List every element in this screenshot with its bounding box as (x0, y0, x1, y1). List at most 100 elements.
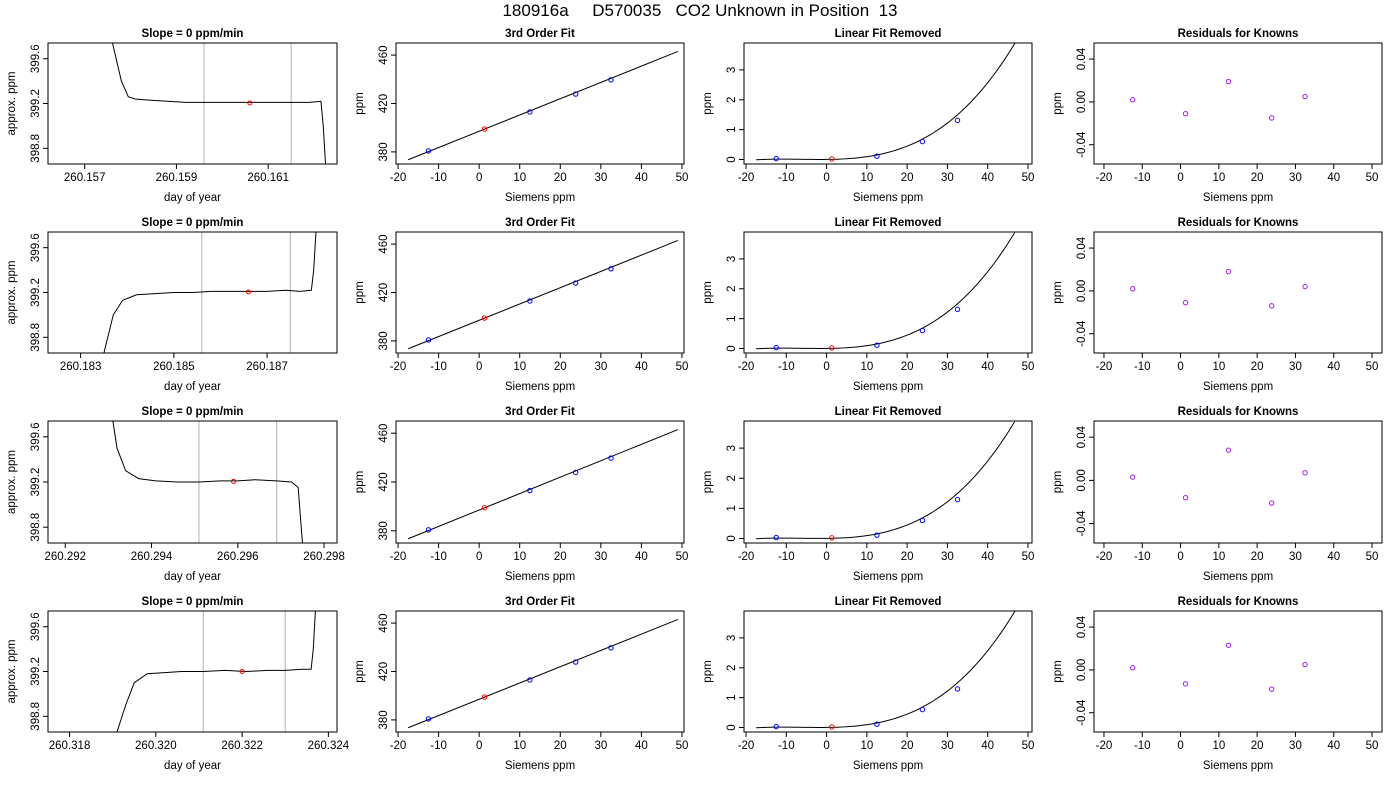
fit-curve (407, 429, 679, 540)
x-tick-label: 260.157 (64, 172, 106, 184)
x-tick-label: 50 (1022, 740, 1035, 752)
panel-10: Linear Fit Removed -20 -10 0 10 20 30 40 50 0 1 2 3 S… (702, 217, 1034, 393)
y-tick-label: 0 (726, 535, 738, 541)
known-point (425, 527, 432, 533)
panel-title: Slope = 0 ppm/min (142, 28, 244, 40)
fit-curve (756, 43, 1016, 161)
plot-area (407, 619, 679, 729)
x-tick-label: 260.298 (303, 551, 345, 563)
y-tick-label: -0.04 (1076, 131, 1088, 158)
plot-area (116, 611, 316, 732)
known-point (425, 716, 432, 722)
y-tick-label: 0 (726, 156, 738, 162)
unknown-marker (245, 289, 251, 295)
x-tick-label: 30 (594, 740, 607, 752)
x-tick-label: 10 (513, 740, 526, 752)
x-tick-label: 260.185 (153, 361, 195, 373)
x-tick-label: 40 (981, 740, 994, 752)
unknown-marker (230, 478, 236, 484)
y-tick-label: 1 (726, 505, 738, 511)
x-tick-label: 20 (901, 172, 914, 184)
x-axis-label: Siemens ppm (505, 192, 575, 204)
residual-point (1302, 661, 1308, 668)
residual-point (1182, 494, 1189, 501)
x-tick-label: -10 (430, 551, 447, 563)
residual-point (1302, 283, 1308, 290)
plot-area (407, 429, 679, 540)
x-tick-label: 50 (1022, 361, 1035, 373)
plot-frame (1093, 42, 1383, 165)
panel-11: Linear Fit Removed -20 -10 0 10 20 30 40 50 0 1 2 3 S… (702, 406, 1034, 583)
y-tick-label: 3 (726, 445, 738, 451)
x-tick-label: -20 (738, 172, 755, 184)
x-tick-label: -10 (1134, 361, 1151, 373)
y-tick-label: 420 (378, 662, 390, 681)
x-tick-label: 20 (554, 361, 567, 373)
residual-point (1182, 110, 1189, 117)
panel-5: 3rd Order Fit -20 -10 0 10 20 30 40 50 380 420 460 S… (354, 28, 688, 204)
x-tick-label: 40 (1327, 551, 1340, 563)
y-tick-label: 398.8 (30, 134, 42, 163)
x-tick-label: 10 (860, 172, 873, 184)
x-tick-label: 10 (1212, 172, 1225, 184)
x-tick-label: 30 (1289, 551, 1302, 563)
x-axis-label: Siemens ppm (505, 381, 575, 393)
plot-area (407, 51, 679, 161)
y-axis-label: ppm (354, 281, 366, 303)
x-tick-label: 50 (1366, 551, 1379, 563)
panel-title: Slope = 0 ppm/min (142, 217, 244, 229)
x-tick-label: 50 (1366, 172, 1379, 184)
x-tick-label: 30 (941, 172, 954, 184)
x-axis-label: Siemens ppm (1203, 381, 1273, 393)
x-tick-label: 40 (1327, 172, 1340, 184)
known-point (608, 77, 614, 83)
y-tick-label: 3 (726, 635, 738, 641)
unknown-point (481, 126, 488, 132)
known-point (919, 138, 926, 145)
panel-title: 3rd Order Fit (505, 217, 575, 229)
panel-title: 3rd Order Fit (505, 28, 575, 40)
known-point (608, 266, 614, 272)
known-point (527, 487, 533, 494)
x-tick-label: 260.296 (217, 551, 259, 563)
y-tick-label: 380 (378, 710, 390, 729)
y-tick-label: 399.2 (30, 657, 42, 686)
y-tick-label: 0.00 (1076, 91, 1088, 113)
residual-point (1129, 286, 1136, 292)
residual-point (1225, 268, 1232, 275)
plot-frame (743, 420, 1033, 544)
x-tick-label: 0 (476, 361, 482, 373)
y-tick-label: 398.8 (30, 323, 42, 352)
y-tick-label: 380 (378, 331, 390, 350)
unknown-point (829, 156, 835, 162)
x-tick-label: 40 (981, 551, 994, 563)
residual-point (1269, 303, 1275, 309)
x-tick-label: 260.320 (135, 740, 177, 752)
plot-area (407, 240, 679, 350)
plot-frame (395, 610, 685, 733)
unknown-point (829, 535, 835, 541)
y-axis-label: ppm (702, 281, 714, 303)
residual-point (1269, 686, 1275, 692)
panel-title: 3rd Order Fit (505, 596, 575, 608)
y-tick-label: 3 (726, 67, 738, 73)
x-tick-label: 30 (941, 361, 954, 373)
unknown-marker (239, 669, 245, 674)
x-tick-label: 0 (476, 740, 482, 752)
x-tick-label: -20 (390, 740, 407, 752)
plot-frame (47, 42, 338, 165)
x-tick-label: -20 (738, 361, 755, 373)
y-tick-label: 2 (726, 286, 738, 292)
x-tick-label: 10 (860, 551, 873, 563)
residual-point (1129, 97, 1136, 103)
x-tick-label: 10 (860, 740, 873, 752)
panel-7: 3rd Order Fit -20 -10 0 10 20 30 40 50 380 420 460 S… (354, 406, 688, 583)
y-tick-label: 1 (726, 315, 738, 321)
residual-point (1225, 78, 1232, 85)
known-point (572, 659, 579, 665)
plot-area (112, 421, 303, 543)
x-tick-label: 50 (1366, 740, 1379, 752)
x-tick-label: 30 (1289, 361, 1302, 373)
plot-area (756, 43, 1016, 161)
x-tick-label: 20 (1251, 172, 1264, 184)
